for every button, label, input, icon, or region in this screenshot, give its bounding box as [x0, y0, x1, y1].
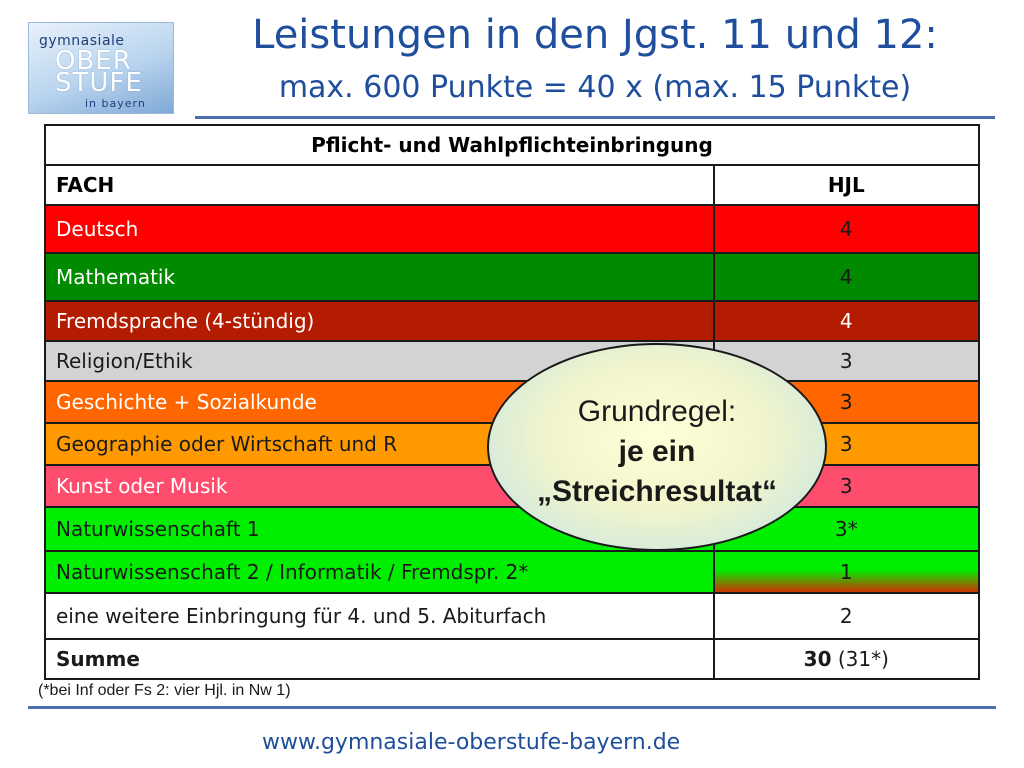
table-row: Fremdsprache (4-stündig) 4	[44, 300, 981, 342]
grundregel-callout: Grundregel: je ein „Streichresultat“	[487, 343, 827, 551]
table-row: Religion/Ethik 3	[44, 340, 981, 382]
page-subtitle: max. 600 Punkte = 40 x (max. 15 Punkte)	[278, 70, 912, 105]
row-hjl: 4	[712, 300, 981, 342]
table-row: Deutsch 4	[44, 204, 981, 254]
website-link[interactable]: www.gymnasiale-oberstufe-bayern.de	[262, 730, 681, 755]
logo-text-gymnasiale: gymnasiale	[39, 33, 125, 49]
row-fach: Fremdsprache (4-stündig)	[44, 300, 715, 342]
column-header-fach: FACH	[44, 164, 715, 206]
column-header-row: FACH HJL	[44, 164, 981, 206]
logo-text-in-bayern: in bayern	[85, 97, 146, 110]
table-heading-row: Pflicht- und Wahlpflichteinbringung	[44, 124, 980, 166]
sum-label: Summe	[44, 638, 715, 680]
footer-divider	[28, 706, 996, 709]
table-row: Naturwissenschaft 2 / Informatik / Fremd…	[44, 550, 981, 594]
row-fach: eine weitere Einbringung für 4. und 5. A…	[44, 592, 715, 640]
row-fach: Naturwissenschaft 2 / Informatik / Fremd…	[44, 550, 715, 594]
sum-value-extra: (31*)	[831, 647, 889, 671]
callout-line-2: je ein	[618, 435, 696, 468]
footnote: (*bei Inf oder Fs 2: vier Hjl. in Nw 1)	[38, 682, 291, 699]
row-hjl: 4	[712, 204, 981, 254]
row-hjl: 3	[712, 340, 981, 382]
table-row: Mathematik 4	[44, 252, 981, 302]
logo-text-ober: OBER	[55, 46, 132, 76]
oberstufe-logo: gymnasiale OBER STUFE in bayern	[28, 22, 174, 114]
table-row: eine weitere Einbringung für 4. und 5. A…	[44, 592, 981, 640]
table-row: Naturwissenschaft 1 3*	[44, 506, 981, 552]
title-divider	[195, 116, 995, 119]
table-heading: Pflicht- und Wahlpflichteinbringung	[44, 124, 980, 166]
row-fach: Mathematik	[44, 252, 715, 302]
row-fach: Deutsch	[44, 204, 715, 254]
sum-row: Summe 30 (31*)	[44, 638, 981, 680]
callout-line-1: Grundregel:	[577, 395, 737, 428]
column-header-hjl: HJL	[712, 164, 981, 206]
sum-value-cell: 30 (31*)	[712, 638, 981, 680]
callout-line-3: „Streichresultat“	[536, 475, 778, 508]
logo-text-stufe: STUFE	[55, 68, 143, 98]
row-hjl: 1	[712, 550, 981, 594]
sum-value: 30	[803, 647, 832, 671]
row-hjl: 4	[712, 252, 981, 302]
page-title: Leistungen in den Jgst. 11 und 12:	[252, 12, 938, 58]
row-hjl: 2	[712, 592, 981, 640]
